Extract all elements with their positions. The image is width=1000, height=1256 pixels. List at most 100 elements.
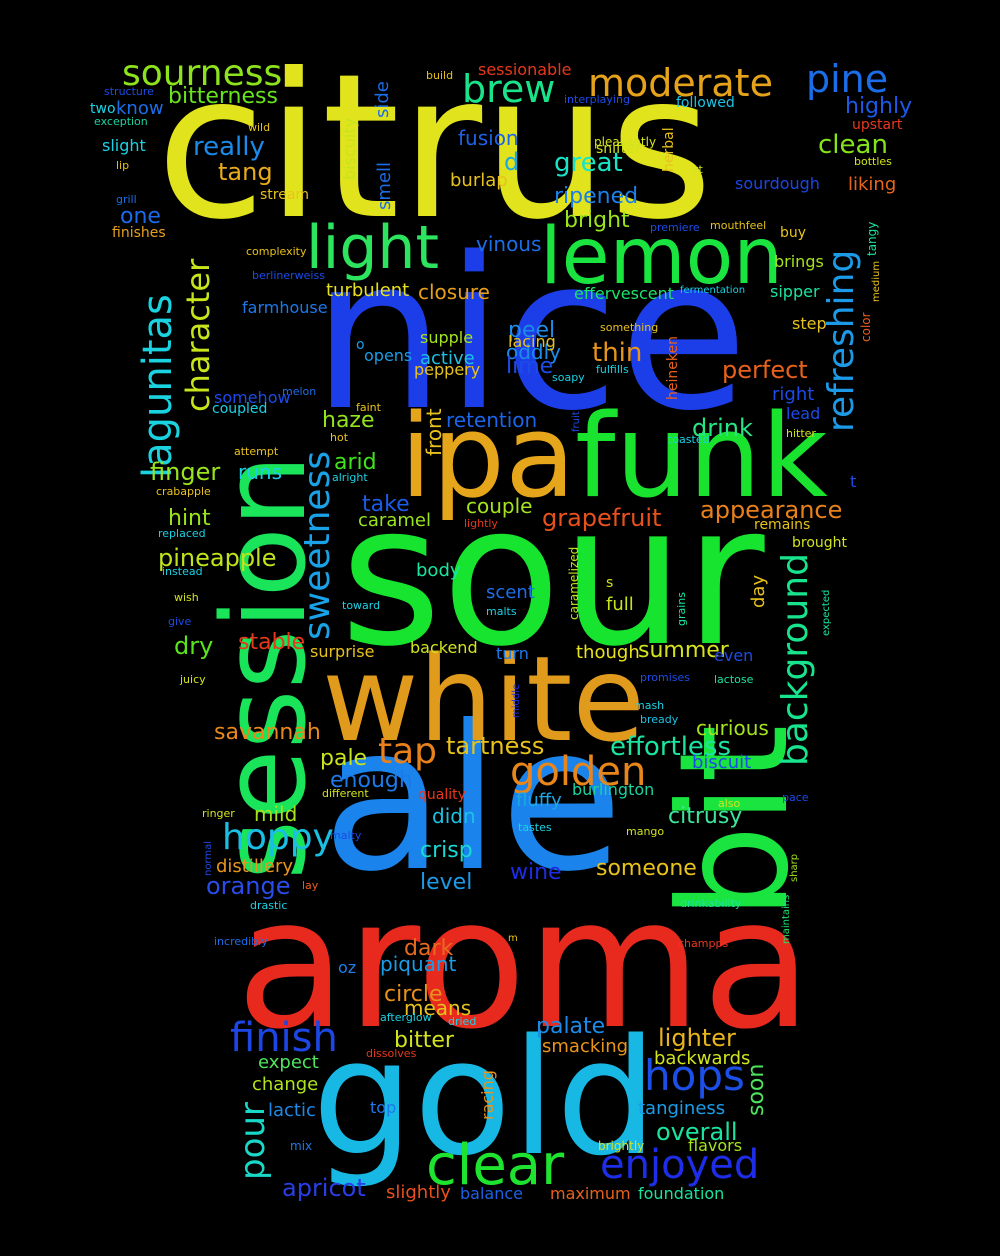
word-lay: lay [302,879,319,892]
word-nice: nice [312,212,749,457]
word-stream: stream [260,187,310,203]
word-peppery: peppery [414,360,481,379]
word-right: right [772,384,815,405]
word-sessionable: sessionable [478,60,572,79]
word-backwards: backwards [654,1048,751,1069]
word-know: know [116,98,164,119]
word-dark: dark [404,936,454,961]
word-finishes: finishes [112,225,166,241]
word-crisp: crisp [420,838,473,863]
word-smacking: smacking [542,1036,629,1057]
word-caramel: caramel [358,510,431,531]
word-biscuity: biscuity [340,117,359,180]
word-s: s [606,575,614,591]
word-t: t [850,472,857,491]
word-lightly: lightly [464,517,498,530]
word-opens: opens [364,346,413,365]
word-summer: summer [638,638,729,663]
word-gold: gold [312,1004,658,1191]
word-champps: champps [678,937,729,950]
word-change: change [252,1074,319,1095]
word-incredibly: incredibly [214,935,268,948]
word-bitterness: bitterness [168,84,278,109]
word-o: o [356,337,365,353]
word-stable: stable [238,630,306,655]
word-burlap: burlap [450,170,508,191]
word-character: character [179,258,217,412]
word-active: active [420,348,475,369]
word-hops: hops [644,1051,745,1100]
word-interplaying: interplaying [564,93,630,106]
word-pleasantly: pleasantly [594,135,657,149]
word-really: really [193,132,265,162]
word-full: full [606,594,634,615]
word-build: build [426,69,454,82]
word-medium: medium [871,260,882,302]
word-apricot: apricot [282,1174,366,1202]
word-grapefruit: grapefruit [542,504,662,532]
word-fermentation: fermentation [680,285,746,296]
word-hot: hot [330,431,349,444]
word-oddly: oddly [506,340,562,364]
word-light: light [306,213,439,283]
word-heineken: heineken [665,336,681,400]
word-structure: structure [104,85,154,98]
word-wish: wish [174,591,199,604]
word-circle: circle [384,982,443,1007]
word-toward: toward [342,599,381,612]
word-flavors: flavors [688,1136,743,1155]
word-enjoyed: enjoyed [600,1142,760,1188]
word-appearance: appearance [700,496,843,524]
word-replaced: replaced [158,527,206,540]
word-expect: expect [258,1052,319,1073]
word-tartness: tartness [446,732,545,760]
word-brightly: brightly [598,1139,645,1153]
word-lighter: lighter [658,1024,736,1052]
word-liking: liking [848,174,897,195]
word-d: d [504,148,520,176]
word-aroma: aroma [236,860,813,1069]
word-perfect: perfect [722,356,808,384]
word-lip: lip [116,159,130,172]
word-lactic: lactic [268,1100,316,1121]
word-tanginess: tanginess [638,1098,726,1119]
word-brought: brought [792,535,848,551]
word-bready: bready [640,713,679,726]
word-tastes: tastes [518,821,552,834]
word-sourdough: sourdough [735,174,820,193]
word-upstart: upstart [852,117,903,133]
word-melon: melon [282,385,317,398]
word-something: something [600,321,659,334]
word-peel: peel [508,318,556,343]
word-day: day [748,574,769,608]
word-step: step [792,314,827,333]
word-give: give [168,615,192,628]
word-sipper: sipper [770,282,820,301]
word-top: top [370,1098,397,1117]
word-ipa: ipa [400,390,576,524]
word-expected: expected [821,589,832,636]
word-tangy: tangy [865,221,879,256]
word-wine: wine [510,860,562,885]
word-lactose: lactose [714,673,754,686]
word-sharp: sharp [789,853,800,882]
word-color: color [859,312,873,342]
word-citrusy: citrusy [668,804,743,829]
word-promises: promises [640,671,690,684]
word-different: different [322,787,369,800]
word-highly: highly [845,94,913,119]
word-alright: alright [332,471,368,484]
word-two: two [90,101,116,117]
word-pineapple: pineapple [158,544,277,572]
word-mash: mash [634,699,665,712]
word-supple: supple [420,328,474,347]
word-mild: mild [254,802,298,826]
word-coupled: coupled [212,401,268,417]
word-vt: vt [692,163,703,176]
word-followed: followed [676,95,735,111]
word-fluffy: fluffy [516,790,562,811]
word-racing: racing [478,1070,497,1120]
word-take: take [362,492,410,517]
word-enough: enough [330,768,413,793]
word-funk: funk [575,390,828,524]
